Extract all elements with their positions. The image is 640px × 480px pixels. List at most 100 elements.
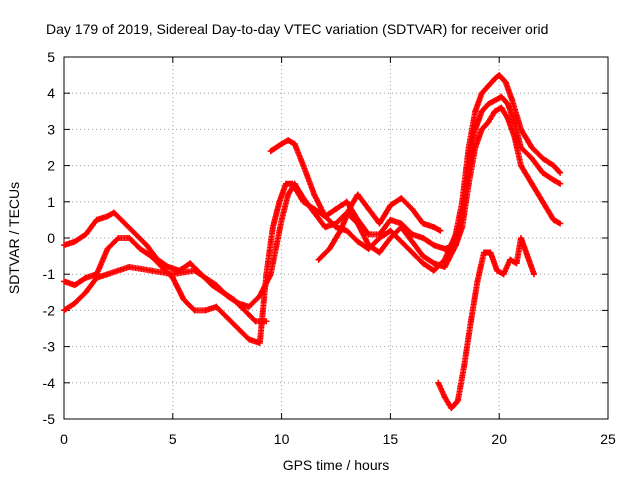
data-point (148, 267, 155, 274)
data-point (420, 220, 427, 227)
data-point (409, 231, 416, 238)
data-point (478, 108, 485, 115)
data-point (504, 101, 511, 108)
data-point (376, 249, 383, 256)
data-point (291, 140, 298, 147)
data-point (137, 245, 144, 252)
data-point (61, 242, 67, 249)
data-point (354, 191, 361, 198)
y-tick-label: -1 (43, 266, 56, 282)
data-point (487, 249, 494, 256)
data-point (93, 274, 100, 281)
data-point (115, 235, 122, 241)
data-point (354, 220, 361, 227)
data-point (82, 289, 89, 296)
data-point (158, 263, 165, 270)
data-point (480, 249, 487, 256)
data-point (528, 155, 535, 162)
x-axis-label: GPS time / hours (283, 457, 390, 473)
data-point (387, 235, 394, 241)
series-pass-6 (435, 235, 538, 412)
series-markers (61, 209, 270, 325)
data-point (291, 180, 298, 187)
data-point (448, 405, 455, 412)
data-point (322, 213, 329, 220)
data-point (459, 198, 466, 205)
data-point (550, 177, 557, 184)
data-point (409, 238, 416, 245)
data-point (398, 224, 405, 231)
data-point (245, 303, 252, 310)
data-point (441, 256, 448, 263)
data-point (430, 260, 437, 267)
data-point (550, 162, 557, 169)
data-point (61, 278, 67, 285)
data-point (528, 180, 535, 187)
data-point (71, 300, 78, 307)
data-point (387, 202, 394, 209)
data-point (557, 180, 564, 187)
data-point (348, 202, 355, 209)
data-point (256, 339, 263, 346)
data-point (202, 307, 209, 314)
data-point (485, 82, 492, 89)
series-pass-1 (61, 209, 270, 325)
data-point (472, 108, 479, 115)
data-point (278, 216, 285, 223)
data-point (224, 292, 231, 299)
data-point (539, 198, 546, 205)
data-point (235, 300, 242, 307)
data-point (502, 79, 509, 86)
data-point (498, 93, 505, 100)
y-tick-label: 3 (47, 121, 55, 137)
data-point (507, 256, 514, 263)
series-pass-3 (61, 93, 564, 314)
data-point (337, 227, 344, 234)
data-point (71, 238, 78, 245)
data-point (420, 260, 427, 267)
series-pass-2 (61, 104, 564, 346)
data-point (82, 231, 89, 238)
data-point (224, 314, 231, 321)
y-tick-label: 2 (47, 158, 55, 174)
data-point (365, 206, 372, 213)
y-tick-label: -2 (43, 302, 56, 318)
y-tick-label: 1 (47, 194, 55, 210)
data-point (282, 180, 289, 187)
y-axis-label: SDTVAR / TECUs (6, 182, 22, 294)
data-point (300, 195, 307, 202)
data-point (435, 379, 442, 386)
data-point (269, 224, 276, 231)
x-tick-label: 15 (383, 431, 399, 447)
data-point (531, 271, 538, 278)
data-point (187, 260, 194, 267)
data-point (437, 227, 444, 234)
data-point (517, 235, 524, 241)
x-tick-label: 25 (600, 431, 616, 447)
series-markers (61, 104, 564, 346)
data-point (322, 224, 329, 231)
data-point (485, 101, 492, 108)
data-point (454, 397, 461, 404)
x-tick-label: 5 (169, 431, 177, 447)
data-point (494, 267, 501, 274)
data-point (93, 216, 100, 223)
data-point (343, 227, 350, 234)
data-point (61, 307, 67, 314)
data-point (376, 235, 383, 241)
data-point (333, 224, 339, 231)
series-pass-5 (315, 191, 444, 263)
data-point (82, 274, 89, 281)
data-point (256, 292, 263, 299)
data-point (376, 220, 383, 227)
x-tick-label: 0 (60, 431, 68, 447)
data-point (169, 271, 176, 278)
data-point (491, 108, 498, 115)
data-point (252, 318, 259, 325)
data-point (278, 140, 285, 147)
data-point (245, 336, 252, 343)
data-point (276, 198, 283, 205)
x-tick-label: 10 (274, 431, 290, 447)
data-point (465, 144, 472, 151)
